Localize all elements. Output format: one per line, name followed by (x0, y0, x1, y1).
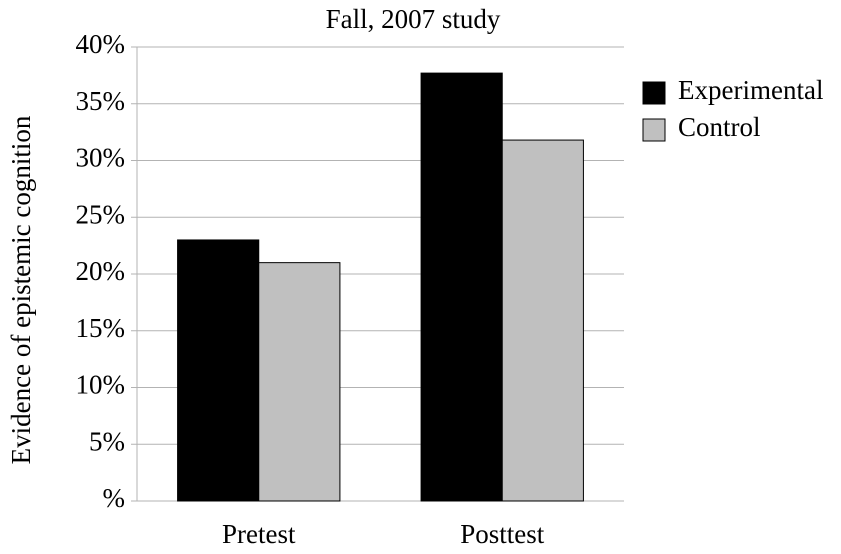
x-tick-label: Pretest (222, 519, 296, 549)
y-tick-label: 40% (76, 29, 126, 59)
legend-swatch (642, 81, 666, 105)
chart-title: Fall, 2007 study (326, 4, 501, 34)
y-tick-label: 15% (76, 313, 126, 343)
bar (501, 139, 584, 502)
y-tick-label: 10% (76, 370, 126, 400)
bar (258, 262, 341, 502)
y-tick-label: 20% (76, 256, 126, 286)
bar (177, 239, 260, 502)
legend-label: Experimental (678, 75, 823, 105)
y-tick-label: 35% (76, 86, 126, 116)
y-tick-label: 30% (76, 143, 126, 173)
y-tick-label: % (103, 483, 126, 513)
x-tick-label: Posttest (460, 519, 545, 549)
bar (420, 72, 503, 502)
legend-label: Control (678, 112, 761, 142)
y-tick-label: 5% (89, 426, 125, 456)
y-tick-label: 25% (76, 199, 126, 229)
y-axis-label: Evidence of epistemic cognition (6, 115, 36, 464)
legend-swatch (642, 118, 666, 142)
